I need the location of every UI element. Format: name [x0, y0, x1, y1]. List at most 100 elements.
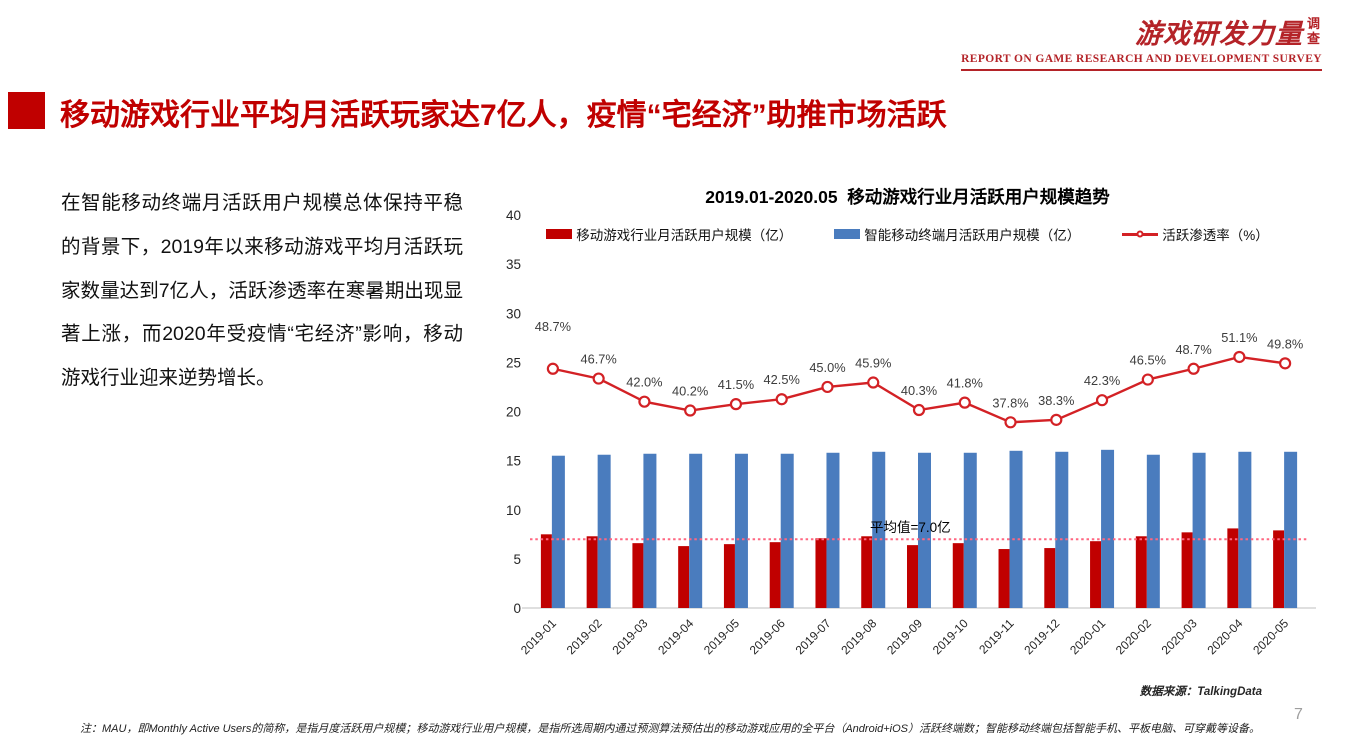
line-marker	[958, 396, 971, 409]
data-label: 48.7%	[1175, 342, 1211, 357]
report-logo: 游戏研发力量 调查 REPORT ON GAME RESEARCH AND DE…	[961, 12, 1322, 71]
line-marker	[775, 393, 788, 406]
x-axis-tick: 2020-05	[1250, 616, 1291, 657]
bar-smart-device-mau	[1146, 454, 1160, 608]
data-label: 45.0%	[809, 360, 845, 375]
bar-smart-device-mau	[918, 452, 931, 608]
bar-mobile-game-mau	[861, 536, 873, 608]
bar-mobile-game-mau	[952, 543, 964, 608]
legend-item: 智能移动终端月活跃用户规模（亿）	[834, 224, 1080, 244]
line-marker	[729, 398, 743, 411]
bar-smart-device-mau	[1238, 451, 1252, 608]
x-axis-tick: 2019-12	[1021, 616, 1062, 657]
bar-mobile-game-mau	[586, 536, 598, 608]
x-axis-tick: 2019-03	[609, 616, 650, 657]
bar-smart-device-mau	[597, 454, 611, 608]
y-axis-tick: 30	[506, 306, 521, 321]
line-marker	[638, 395, 651, 408]
data-label: 42.0%	[626, 375, 662, 390]
bar-smart-device-mau	[780, 453, 794, 608]
line-marker	[1050, 413, 1063, 426]
bar-smart-device-mau	[963, 452, 977, 608]
y-axis-tick: 5	[513, 552, 521, 567]
bar-smart-device-mau	[1101, 449, 1115, 608]
data-source: 数据来源：TalkingData	[1139, 686, 1262, 698]
data-label: 45.9%	[855, 356, 891, 371]
data-label: 38.3%	[1038, 393, 1074, 408]
bar-mobile-game-mau	[815, 538, 827, 608]
data-label: 41.5%	[718, 377, 754, 392]
legend-label: 活跃渗透率（%）	[1162, 228, 1269, 243]
bar-mobile-game-mau	[1273, 530, 1285, 608]
line-marker	[1141, 373, 1154, 386]
bar-smart-device-mau	[689, 453, 703, 608]
legend-item: 移动游戏行业月活跃用户规模（亿）	[546, 224, 792, 244]
bar-mobile-game-mau	[632, 543, 644, 608]
bar-smart-device-mau	[1009, 450, 1023, 608]
legend-label: 移动游戏行业月活跃用户规模（亿）	[576, 228, 793, 243]
logo-title: 游戏研发力量	[1135, 19, 1303, 49]
x-axis-tick: 2019-07	[793, 616, 834, 657]
line-marker	[867, 376, 880, 389]
data-label: 42.3%	[1084, 373, 1120, 388]
bar-mobile-game-mau	[907, 545, 918, 608]
bar-mobile-game-mau	[998, 549, 1010, 608]
data-label: 40.2%	[672, 384, 708, 399]
x-axis-tick: 2019-04	[655, 616, 696, 657]
page-number: 7	[1294, 706, 1303, 723]
legend-bar-swatch-icon	[834, 229, 861, 239]
bar-mobile-game-mau	[1227, 528, 1239, 608]
y-axis-tick: 35	[506, 257, 521, 272]
title-accent-square	[8, 92, 45, 129]
logo-side-text: 调查	[1307, 16, 1321, 46]
bar-mobile-game-mau	[1181, 532, 1193, 608]
footnote: 注：MAU，即Monthly Active Users的简称，是指月度活跃用户规…	[80, 723, 1261, 735]
line-marker	[912, 403, 926, 417]
x-axis-tick: 2019-05	[701, 616, 742, 657]
bar-smart-device-mau	[551, 455, 565, 608]
y-axis-tick: 10	[506, 503, 521, 518]
data-label: 41.8%	[947, 376, 983, 391]
data-label: 40.3%	[901, 383, 937, 398]
y-axis-tick: 15	[506, 454, 521, 469]
bar-smart-device-mau	[1055, 451, 1069, 608]
y-axis-tick: 0	[513, 601, 521, 616]
x-axis-tick: 2020-03	[1159, 616, 1200, 657]
chart-title: 2019.01-2020.05 移动游戏行业月活跃用户规模趋势	[705, 187, 1110, 207]
x-axis-tick: 2019-01	[518, 616, 559, 657]
line-marker	[684, 404, 697, 417]
line-marker	[821, 380, 834, 394]
bar-smart-device-mau	[872, 451, 886, 608]
line-marker	[1095, 394, 1109, 407]
bar-mobile-game-mau	[1090, 541, 1102, 608]
data-label: 37.8%	[992, 395, 1028, 410]
data-label: 48.7%	[535, 319, 571, 334]
summary-paragraph: 在智能移动终端月活跃用户规模总体保持平稳的背景下，2019年以来移动游戏平均月活…	[61, 192, 463, 390]
line-marker	[1004, 416, 1017, 429]
line-marker	[546, 362, 559, 375]
bar-mobile-game-mau	[1135, 536, 1147, 608]
data-label: 49.8%	[1267, 336, 1303, 351]
chart-legend: 移动游戏行业月活跃用户规模（亿） 智能移动终端月活跃用户规模（亿） 活跃渗透率（%）	[485, 224, 1330, 244]
line-marker	[592, 372, 605, 385]
data-label: 42.5%	[764, 372, 800, 387]
x-axis-tick: 2020-04	[1204, 616, 1245, 657]
bar-smart-device-mau	[826, 452, 840, 608]
x-axis-tick: 2019-08	[838, 616, 879, 657]
x-axis-tick: 2019-09	[884, 616, 925, 657]
data-label: 51.1%	[1221, 330, 1257, 345]
x-axis-tick: 2019-10	[930, 616, 971, 657]
legend-bar-swatch-icon	[546, 229, 573, 239]
bar-mobile-game-mau	[769, 542, 781, 608]
y-axis-tick: 40	[506, 208, 521, 223]
bar-smart-device-mau	[1284, 451, 1298, 608]
x-axis-tick: 2019-02	[564, 616, 605, 657]
bar-smart-device-mau	[734, 453, 748, 608]
x-axis-tick: 2020-02	[1113, 616, 1154, 657]
bar-smart-device-mau	[1192, 452, 1206, 608]
y-axis-tick: 25	[506, 355, 521, 370]
y-axis-tick: 20	[506, 405, 521, 420]
legend-item: 活跃渗透率（%）	[1122, 224, 1269, 244]
bar-mobile-game-mau	[540, 534, 552, 608]
